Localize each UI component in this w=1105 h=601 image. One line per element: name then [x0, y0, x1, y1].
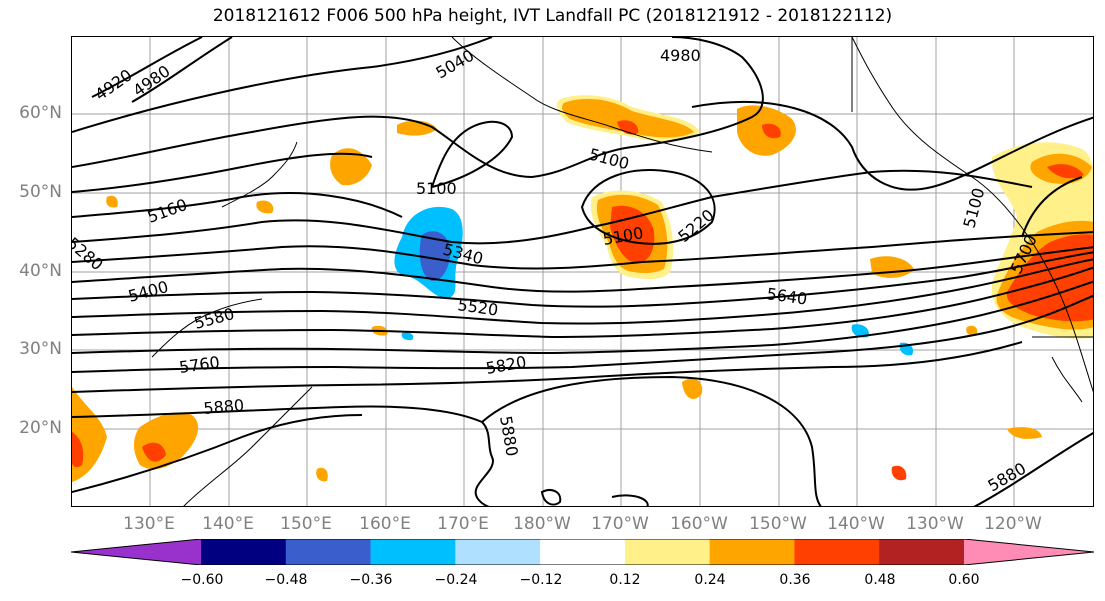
lat-label-20n: 20°N: [19, 418, 62, 438]
colorbar-swatch: [285, 539, 372, 565]
lon-label: 160°W: [670, 514, 728, 534]
map-panel: 4920 4980 5040 4980 5100 5100 5160 5280 …: [71, 36, 1094, 507]
colorbar-swatches: [71, 539, 1094, 565]
lat-label-60n: 60°N: [19, 103, 62, 123]
colorbar-tick: −0.36: [349, 572, 393, 588]
colorbar-tick: 0.36: [779, 572, 811, 588]
contour-label: 5820: [484, 352, 527, 378]
contour-label: 5400: [126, 277, 170, 306]
colorbar-swatch: [540, 539, 626, 565]
lon-label: 150°W: [749, 514, 807, 534]
contour-label: 5760: [178, 352, 221, 376]
colorbar-swatch: [370, 539, 456, 565]
lon-label: 170°W: [591, 514, 649, 534]
contour-label: 5220: [674, 205, 717, 246]
colorbar-swatch: [879, 539, 965, 565]
colorbar-swatch: [201, 539, 287, 565]
lon-label: 180°W: [513, 514, 571, 534]
contour-label: 5100: [960, 186, 989, 230]
colorbar-swatch: [624, 539, 711, 565]
colorbar-swatch: [964, 539, 1094, 565]
height-contours: [72, 37, 1093, 506]
lon-label: 170°E: [437, 514, 489, 534]
colorbar-swatch: [71, 539, 201, 565]
colorbar-tick: 0.12: [609, 572, 641, 588]
lon-label: 120°W: [984, 514, 1042, 534]
colorbar-tick: −0.60: [180, 572, 224, 588]
figure-title: 2018121612 F006 500 hPa height, IVT Land…: [212, 6, 893, 26]
colorbar-tick: 0.60: [948, 572, 980, 588]
contour-label: 5880: [496, 414, 522, 457]
colorbar-tick: −0.24: [434, 572, 478, 588]
contour-label: 4980: [660, 46, 701, 65]
contour-label: 5100: [416, 179, 457, 198]
contour-label: 5640: [765, 284, 808, 308]
contour-label: 5880: [203, 396, 245, 418]
ivt-positive-shading: [72, 95, 1093, 482]
contour-label: 5160: [145, 195, 190, 227]
contour-label: 5040: [433, 46, 478, 83]
lon-label: 130°E: [123, 514, 175, 534]
lat-label-30n: 30°N: [19, 339, 62, 359]
coastlines: [151, 37, 1093, 506]
colorbar: [71, 539, 1094, 565]
map-canvas: 4920 4980 5040 4980 5100 5100 5160 5280 …: [72, 37, 1093, 506]
lon-label: 140°W: [827, 514, 885, 534]
lon-label: 160°E: [359, 514, 411, 534]
contour-label: 5520: [456, 295, 499, 319]
colorbar-tick: −0.48: [264, 572, 308, 588]
lon-label: 150°E: [280, 514, 332, 534]
contour-label: 5880: [985, 459, 1030, 496]
contour-label: 5580: [192, 304, 236, 333]
colorbar-tick: −0.12: [519, 572, 563, 588]
lon-label: 140°E: [202, 514, 254, 534]
contour-label: 4980: [129, 61, 173, 100]
colorbar-tick: 0.48: [864, 572, 896, 588]
lat-label-50n: 50°N: [19, 182, 62, 202]
lon-label: 130°W: [906, 514, 964, 534]
lat-label-40n: 40°N: [19, 261, 62, 281]
colorbar-swatch: [709, 539, 795, 565]
colorbar-swatch: [455, 539, 541, 565]
colorbar-tick: 0.24: [694, 572, 726, 588]
colorbar-swatch: [794, 539, 880, 565]
